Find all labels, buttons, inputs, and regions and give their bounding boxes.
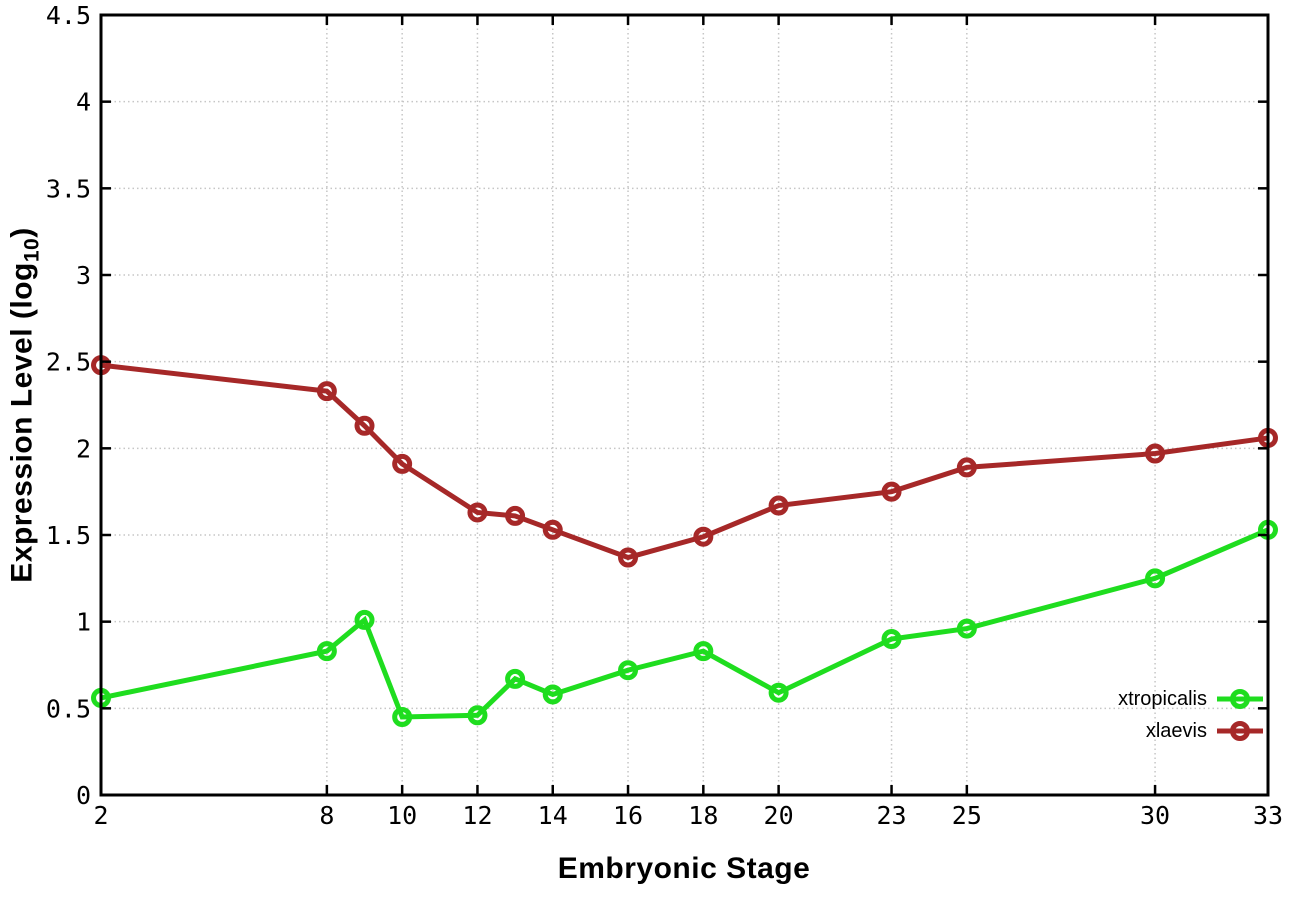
data-point-xlaevis: [542, 519, 563, 540]
x-tick-label: 30: [1140, 801, 1170, 830]
legend-marker-xlaevis-icon: [1217, 721, 1263, 741]
y-tick-label: 1: [76, 608, 91, 637]
y-tick-label: 4: [76, 88, 91, 117]
x-tick-label: 2: [93, 801, 108, 830]
data-point-xlaevis: [1145, 443, 1166, 464]
y-tick-label: 2.5: [46, 348, 91, 377]
series-xlaevis: [91, 355, 1278, 568]
y-tick-label: 0: [76, 781, 91, 810]
legend-marker-xtropicalis-icon: [1217, 689, 1263, 709]
x-tick-label: 16: [613, 801, 643, 830]
data-point-xtropicalis: [618, 660, 639, 681]
x-tick-label: 14: [538, 801, 568, 830]
x-tick-label: 33: [1253, 801, 1283, 830]
legend-label-xtropicalis: xtropicalis: [1118, 687, 1207, 710]
x-tick-label: 18: [688, 801, 718, 830]
x-tick-label: 25: [952, 801, 982, 830]
legend-label-xlaevis: xlaevis: [1145, 719, 1207, 742]
y-tick-label: 3: [76, 261, 91, 290]
y-tick-label: 2: [76, 434, 91, 463]
data-point-xtropicalis: [768, 682, 789, 703]
data-point-xlaevis: [693, 526, 714, 547]
x-tick-label: 10: [387, 801, 417, 830]
y-tick-label: 0.5: [46, 694, 91, 723]
series-xtropicalis: [91, 519, 1278, 727]
data-point-xlaevis: [467, 502, 488, 523]
y-tick-label: 4.5: [46, 1, 91, 30]
data-point-xlaevis: [768, 495, 789, 516]
data-point-xtropicalis: [354, 609, 375, 630]
data-point-xlaevis: [316, 381, 337, 402]
data-point-xlaevis: [505, 505, 526, 526]
data-point-xtropicalis: [505, 668, 526, 689]
data-point-xtropicalis: [1145, 568, 1166, 589]
data-point-xtropicalis: [316, 641, 337, 662]
tick-labels: 2 8 10 12 14 16 18 20 23 25 30 33 0 0.5 1 1.5 2 2.5 3 3.5 4 4…: [46, 1, 1283, 830]
data-point-xtropicalis: [881, 629, 902, 649]
data-point-xlaevis: [354, 415, 375, 436]
data-point-xlaevis: [956, 457, 977, 478]
plot-border: [99, 13, 1270, 797]
data-point-xtropicalis: [693, 641, 714, 662]
x-tick-label: 12: [462, 801, 492, 830]
legend: xtropicalis xlaevis: [1118, 683, 1264, 747]
tick-marks: [99, 13, 1270, 797]
legend-item-xlaevis: xlaevis: [1146, 715, 1264, 747]
data-point-xtropicalis: [956, 618, 977, 639]
grid-lines: [100, 14, 1269, 796]
y-tick-label: 3.5: [46, 174, 91, 203]
x-tick-label: 20: [764, 801, 794, 830]
x-axis-title: Embryonic Stage: [557, 852, 811, 885]
data-point-xlaevis: [618, 547, 639, 568]
y-tick-label: 1.5: [46, 521, 91, 550]
data-point-xlaevis: [881, 481, 902, 502]
data-point-xtropicalis: [542, 684, 563, 705]
data-point-xtropicalis: [467, 705, 488, 726]
data-point-xlaevis: [392, 453, 413, 474]
x-tick-label: 8: [319, 801, 334, 830]
data-point-xtropicalis: [392, 707, 413, 727]
x-tick-label: 23: [876, 801, 906, 830]
legend-item-xtropicalis: xtropicalis: [1118, 683, 1264, 715]
